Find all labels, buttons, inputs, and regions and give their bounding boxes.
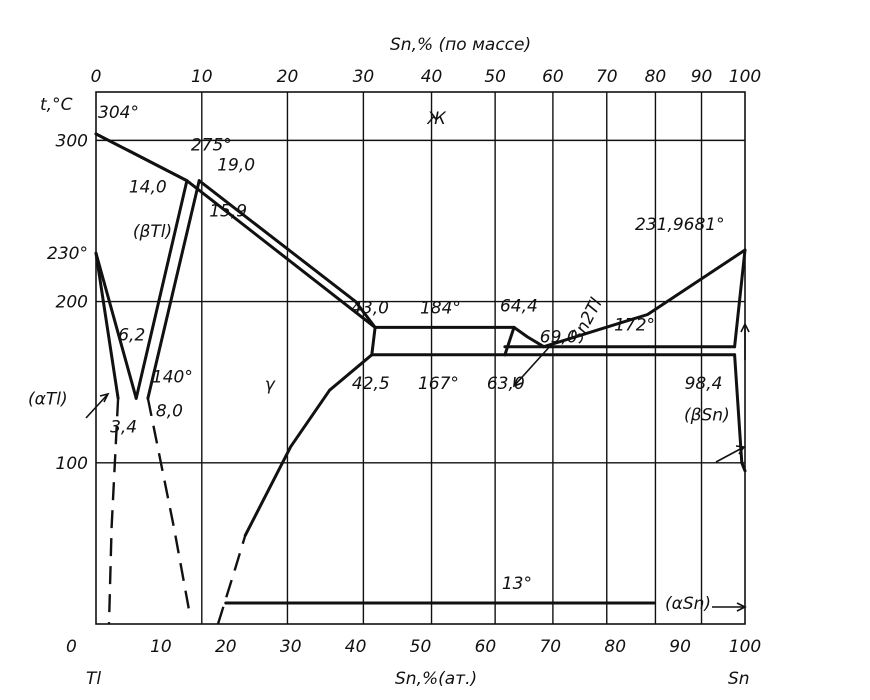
annotation-label: 304° [98, 103, 139, 123]
curve-gamma-boundary-dashed [216, 534, 247, 625]
curve-beta-sn-upper [733, 248, 747, 349]
x-top-tick-label: 50 [484, 67, 506, 87]
x-top-tick-label: 80 [645, 67, 667, 87]
annotation-label: 8,0 [156, 401, 183, 421]
curve-sn2tl-left [370, 325, 377, 357]
annotation-label: 19,0 [217, 156, 255, 176]
chart-grid [95, 91, 746, 625]
x-tick-label: 70 [539, 637, 561, 657]
plot-frame [95, 91, 746, 625]
x-top-tick-label: 100 [729, 67, 761, 87]
annotation-label: (αTl) [28, 389, 68, 409]
x-tick-label: 100 [729, 637, 761, 657]
x-tick-label: 30 [280, 637, 302, 657]
x-tick-label: 90 [669, 637, 691, 657]
x-top-tick-label: 10 [191, 67, 213, 87]
annotation-label: 167° [418, 374, 459, 394]
annotation-label: 69,0 [540, 328, 578, 348]
annotation-label: 64,4 [500, 296, 538, 316]
x-top-tick-label: 70 [596, 67, 618, 87]
endpoint-right-label: Sn [728, 669, 750, 689]
curve-gamma-boundary [243, 353, 374, 537]
annotation-label: (αSn) [665, 594, 711, 614]
chart-labels: 304° 275°19,0 14,0 15,9 (βTl) 6,2 140° 3,4 8,0 (α… [28, 103, 730, 614]
endpoint-left-label: Tl [86, 669, 101, 689]
x-top-tick-label: 90 [691, 67, 713, 87]
sn2tl-arrow [513, 343, 553, 388]
y-tick-label: 230° [47, 244, 88, 264]
x-tick-label: 20 [215, 637, 237, 657]
curve-beta-tl-solvus [146, 398, 192, 617]
curve-gamma-left-solvus [107, 398, 120, 625]
annotation-label: 231,9681° [635, 215, 725, 235]
x-top-tick-label: 60 [542, 67, 564, 87]
chart-ticks: 10 20 30 40 50 60 70 80 90 100 0 10 20 30 40 50 60 70 80 90… [47, 67, 761, 657]
x-axis-label: Sn,%(ат.) [395, 669, 477, 689]
chart-curves [94, 132, 747, 625]
curve-liquidus-right-down [512, 325, 546, 349]
annotation-label: γ [265, 375, 276, 395]
alpha-tl-arrow [85, 392, 110, 419]
annotation-label: 3,4 [110, 417, 137, 437]
curve-beta-tl-right [146, 179, 201, 400]
annotation-label: 98,4 [685, 374, 723, 394]
origin-label: 0 [66, 637, 77, 657]
x-top-tick-label: 0 [91, 67, 102, 87]
y-axis-label: t,°C [40, 95, 73, 115]
curve-liquidus-mid [197, 179, 377, 329]
x-top-tick-label: 20 [277, 67, 299, 87]
y-tick-label: 100 [56, 454, 88, 474]
curve-beta-sn-solvus [733, 353, 747, 473]
y-tick-label: 300 [56, 131, 88, 151]
x-axis-top-label: Sn,% (по массе) [390, 35, 531, 55]
annotation-label: 43,0 [351, 298, 389, 318]
annotation-label: 6,2 [118, 325, 145, 345]
annotation-label: 14,0 [129, 178, 167, 198]
curve-alpha-tl-upper [94, 251, 138, 400]
curve-liquidus-right-up [542, 248, 747, 349]
annotation-label: (βSn) [684, 405, 730, 425]
annotation-label: (βTl) [133, 222, 172, 242]
annotation-label: 15,9 [209, 202, 247, 222]
annotation-label: 275° [191, 136, 232, 156]
beta-sn-arrow [715, 445, 746, 463]
curve-sn2tl-right [503, 325, 516, 357]
x-tick-label: 50 [410, 637, 432, 657]
annotation-label: 13° [502, 574, 532, 594]
annotation-label: 42,5 [352, 374, 390, 394]
curve-beta-tl-left [134, 179, 189, 400]
x-top-tick-label: 40 [421, 67, 443, 87]
curve-alpha-tl-lower [94, 251, 120, 400]
x-tick-label: 40 [345, 637, 367, 657]
curve-solidus-left [94, 132, 189, 183]
x-tick-label: 60 [475, 637, 497, 657]
alpha-sn-arrow [712, 602, 747, 612]
x-tick-label: 10 [150, 637, 172, 657]
annotation-label: Ж [426, 109, 446, 129]
annotation-label: 172° [614, 316, 655, 336]
annotation-label: 184° [420, 298, 461, 318]
x-top-tick-label: 30 [353, 67, 375, 87]
x-tick-label: 80 [604, 637, 626, 657]
y-tick-label: 200 [56, 293, 88, 313]
beta-sn-top-arrow [740, 322, 750, 360]
annotation-label: 140° [152, 367, 193, 387]
